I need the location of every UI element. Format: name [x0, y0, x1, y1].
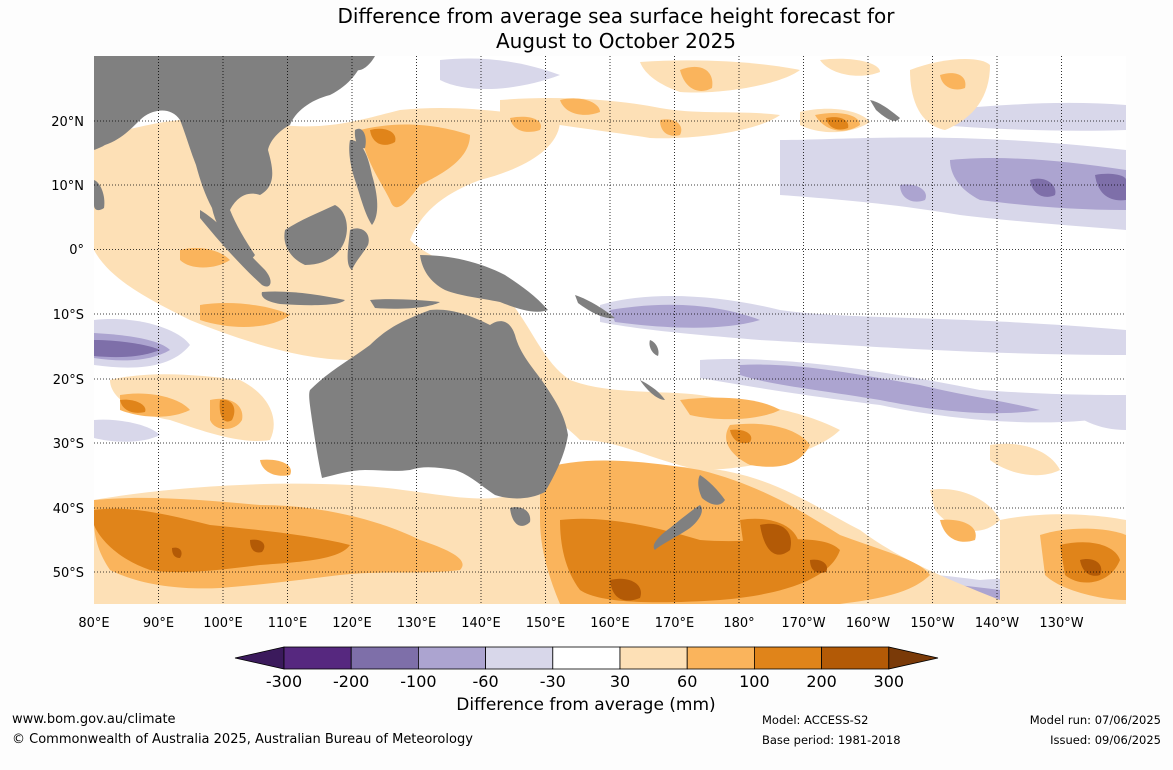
lon-label-150w: 150°W: [910, 616, 954, 631]
colorbar-tick: 100: [739, 672, 770, 691]
colorbar-tick: -60: [473, 672, 499, 691]
java: [261, 291, 345, 306]
lon-label-160w: 160°W: [846, 616, 890, 631]
asia-mainland: [94, 56, 365, 260]
lon-label-80e: 80°E: [78, 616, 109, 631]
lat-label-20n: 20°N: [51, 115, 84, 130]
lon-label-170w: 170°W: [781, 616, 825, 631]
lat-label-40s: 40°S: [53, 502, 84, 517]
positive-anomalies-max: [172, 523, 1102, 601]
sri-lanka: [94, 180, 105, 211]
negative-anomalies: [94, 58, 1126, 604]
colorbar-min-arrow: [234, 646, 285, 670]
colorbar-swatch-8: [754, 646, 823, 670]
map-area: [94, 56, 1126, 604]
colorbar-swatch-4: [485, 646, 554, 670]
copyright-text: © Commonwealth of Australia 2025, Austra…: [12, 732, 473, 747]
map-title: Difference from average sea surface heig…: [0, 4, 1173, 54]
new-caledonia: [640, 380, 665, 400]
colorbar-tick: -30: [540, 672, 566, 691]
lon-label-130w: 130°W: [1039, 616, 1083, 631]
lon-label-90e: 90°E: [143, 616, 174, 631]
colorbar-tick: 30: [610, 672, 630, 691]
website-link[interactable]: www.bom.gov.au/climate: [12, 712, 176, 727]
colorbar-tick: -100: [400, 672, 436, 691]
lon-label-160e: 160°E: [590, 616, 630, 631]
longitude-labels: 80°E 90°E 100°E 110°E 120°E 130°E 140°E …: [78, 616, 1083, 631]
tasmania: [510, 507, 531, 526]
lon-label-120e: 120°E: [332, 616, 372, 631]
graticule: [94, 56, 1126, 604]
new-zealand-south: [653, 505, 702, 550]
colorbar-swatch-2: [350, 646, 419, 670]
model-run-date: Model run: 07/06/2025: [1029, 713, 1161, 727]
sumatra: [200, 210, 271, 287]
lon-label-170e: 170°E: [655, 616, 695, 631]
colorbar: [234, 646, 939, 670]
colorbar-tick: -300: [266, 672, 302, 691]
australia: [309, 309, 568, 499]
lon-label-180: 180°: [723, 616, 754, 631]
borneo: [284, 205, 347, 265]
lon-label-140e: 140°E: [461, 616, 501, 631]
issued-date: Issued: 09/06/2025: [1050, 733, 1161, 747]
lon-label-140w: 140°W: [975, 616, 1019, 631]
lat-label-10s: 10°S: [53, 308, 84, 323]
hawaii: [870, 100, 900, 121]
philippines: [349, 140, 378, 225]
colorbar-tick: 200: [806, 672, 837, 691]
colorbar-tick: 60: [677, 672, 697, 691]
colorbar-swatch-6: [619, 646, 688, 670]
vanuatu-fiji: [649, 340, 659, 356]
lesser-sunda: [370, 299, 440, 309]
colorbar-swatch-3: [417, 646, 486, 670]
colorbar-title: Difference from average (mm): [456, 695, 716, 715]
colorbar-swatch-9: [821, 646, 890, 670]
colorbar-ticks: -300 -200 -100 -60 -30 30 60 100 200 300: [266, 672, 904, 691]
colorbar-tick: -200: [333, 672, 369, 691]
new-zealand-north: [698, 475, 725, 505]
lat-label-20s: 20°S: [53, 373, 84, 388]
japan-south: [350, 56, 375, 71]
new-guinea: [420, 255, 548, 312]
lat-label-10n: 10°N: [51, 179, 84, 194]
colorbar-swatch-7: [686, 646, 755, 670]
lat-label-0: 0°: [69, 243, 84, 258]
land-masses: [94, 56, 900, 550]
title-line-2: August to October 2025: [495, 29, 737, 53]
model-name: Model: ACCESS-S2: [762, 713, 869, 727]
latitude-labels: 20°N 10°N 0° 10°S 20°S 30°S 40°S 50°S: [51, 115, 84, 581]
lon-label-100e: 100°E: [203, 616, 243, 631]
colorbar-swatch-5: [552, 646, 621, 670]
solomon-islands: [575, 295, 615, 319]
lon-label-150e: 150°E: [526, 616, 566, 631]
lon-label-130e: 130°E: [397, 616, 437, 631]
title-line-1: Difference from average sea surface heig…: [337, 4, 895, 28]
lon-label-110e: 110°E: [268, 616, 308, 631]
lat-label-50s: 50°S: [53, 566, 84, 581]
lat-label-30s: 30°S: [53, 437, 84, 452]
colorbar-max-arrow: [888, 646, 939, 670]
colorbar-swatch-1: [283, 646, 352, 670]
base-period: Base period: 1981-2018: [762, 733, 901, 747]
colorbar-tick: 300: [874, 672, 905, 691]
